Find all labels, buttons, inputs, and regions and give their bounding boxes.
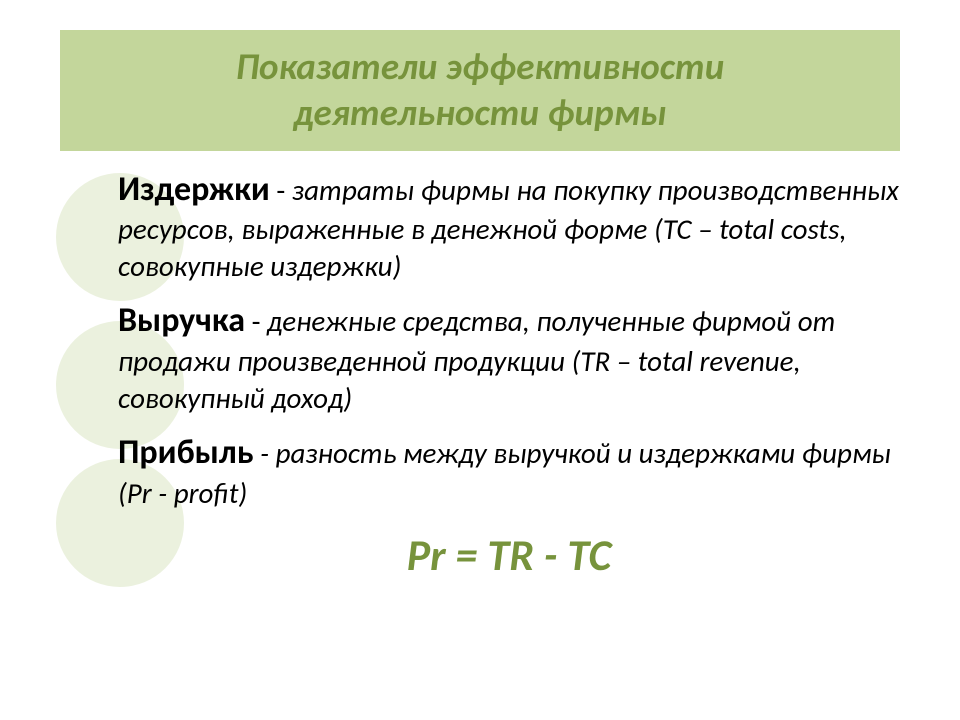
slide-title: Показатели эффективности деятельности фи… bbox=[100, 44, 860, 137]
definition-3: Прибыль - разность между выручкой и изде… bbox=[118, 432, 900, 511]
term-2: Выручка bbox=[118, 300, 245, 341]
title-line-2: деятельности фирмы bbox=[294, 90, 667, 135]
definition-1: Издержки - затраты фирмы на покупку прои… bbox=[118, 169, 900, 285]
slide: Показатели эффективности деятельности фи… bbox=[0, 0, 960, 720]
formula: Pr = TR - TC bbox=[118, 528, 900, 582]
title-line-1: Показатели эффективности bbox=[236, 44, 724, 89]
term-1: Издержки bbox=[118, 169, 270, 210]
term-sep-1: - bbox=[270, 172, 292, 208]
title-bar: Показатели эффективности деятельности фи… bbox=[60, 30, 900, 151]
term-3: Прибыль bbox=[118, 432, 254, 473]
definition-2: Выручка - денежные средства, полученные … bbox=[118, 300, 900, 416]
content-area: Издержки - затраты фирмы на покупку прои… bbox=[60, 169, 900, 582]
term-sep-2: - bbox=[245, 303, 267, 339]
term-sep-3: - bbox=[254, 435, 276, 471]
